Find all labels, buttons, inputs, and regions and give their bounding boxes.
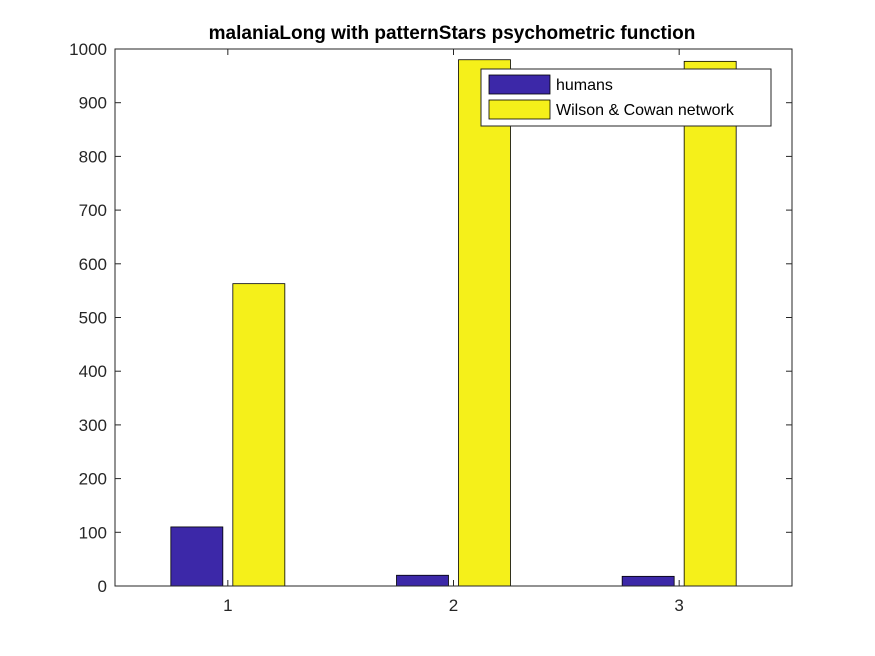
y-tick-label: 400 <box>79 362 107 381</box>
legend-label-network: Wilson & Cowan network <box>556 102 735 119</box>
y-tick-label: 200 <box>79 470 107 489</box>
bar-network-1 <box>232 283 286 587</box>
x-tick-label: 2 <box>449 596 458 615</box>
y-tick-label: 900 <box>79 94 107 113</box>
y-tick-label: 700 <box>79 201 107 220</box>
bar-humans-1 <box>170 526 224 587</box>
axes-layer: 0 100 200 300 400 500 600 700 800 900 1000 1 2 3 <box>69 40 793 615</box>
y-tick-label: 1000 <box>69 40 107 59</box>
y-tick-label: 100 <box>79 523 107 542</box>
y-tick-label: 500 <box>79 309 107 328</box>
bar-humans-3 <box>621 575 675 587</box>
y-tick-label: 0 <box>98 577 107 596</box>
bars-layer <box>170 59 737 587</box>
legend: humans Wilson & Cowan network <box>480 68 772 127</box>
legend-swatch-humans <box>488 74 551 95</box>
x-tick-label: 3 <box>674 596 683 615</box>
y-tick-label: 600 <box>79 255 107 274</box>
y-tick-label: 800 <box>79 147 107 166</box>
bar-network-2 <box>458 59 511 587</box>
legend-label-humans: humans <box>556 77 613 94</box>
chart-title: malaniaLong with patternStars psychometr… <box>209 23 696 44</box>
legend-swatch-network <box>488 99 551 120</box>
y-tick-label: 300 <box>79 416 107 435</box>
bar-network-3 <box>683 60 737 587</box>
plot-area <box>115 49 792 586</box>
x-tick-label: 1 <box>223 596 232 615</box>
bar-humans-2 <box>396 574 449 587</box>
